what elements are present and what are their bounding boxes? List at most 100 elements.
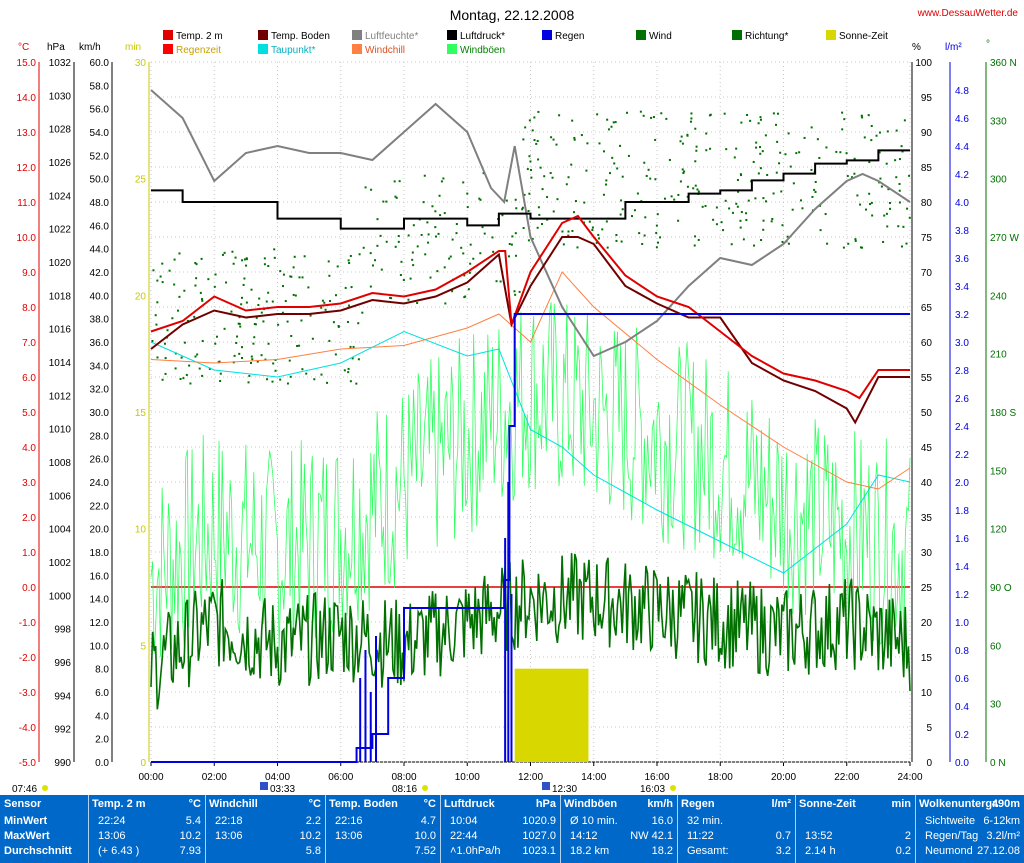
direction-dot bbox=[303, 255, 306, 258]
temp-tick-label: 5.0 bbox=[22, 408, 36, 419]
stats-row-value: 16.0 bbox=[651, 815, 673, 827]
direction-dot bbox=[248, 374, 251, 377]
direction-dot bbox=[551, 176, 554, 179]
temp-tick-label: -1.0 bbox=[19, 618, 37, 629]
direction-dot bbox=[250, 288, 253, 291]
stats-row-label: ˄1.0hPa/h bbox=[450, 845, 501, 857]
direction-dot bbox=[332, 321, 335, 324]
direction-dot bbox=[412, 264, 415, 267]
direction-dot bbox=[681, 168, 684, 171]
stats-separator bbox=[88, 795, 89, 863]
legend-swatch bbox=[258, 30, 268, 40]
stats-header: Temp. 2 m °C bbox=[92, 798, 201, 812]
weather-chart: Montag, 22.12.2008 www.DessauWetter.de T… bbox=[12, 7, 1020, 795]
direction-dot bbox=[735, 202, 738, 205]
direction-dot bbox=[571, 229, 574, 232]
direction-dot bbox=[668, 158, 671, 161]
direction-dot bbox=[898, 158, 901, 161]
rain-bar bbox=[364, 650, 367, 762]
stats-row-value: 0.2 bbox=[895, 845, 911, 857]
direction-dot bbox=[598, 142, 601, 145]
direction-dot bbox=[515, 207, 518, 210]
pressure-tick-label: 1020 bbox=[49, 258, 72, 269]
stats-row-value: 6-12km bbox=[983, 815, 1020, 827]
event-label: 08:16 bbox=[392, 784, 417, 795]
direction-dot bbox=[759, 118, 762, 121]
direction-dot bbox=[183, 289, 186, 292]
direction-dot bbox=[258, 297, 261, 300]
direction-dot bbox=[803, 136, 806, 139]
direction-dot bbox=[810, 168, 813, 171]
direction-dot bbox=[771, 217, 774, 220]
rain-bar bbox=[359, 678, 362, 762]
legend-swatch bbox=[352, 44, 362, 54]
wind-tick-label: 46.0 bbox=[90, 221, 110, 232]
direction-dot bbox=[334, 353, 337, 356]
direction-dot bbox=[747, 199, 750, 202]
direction-dot bbox=[501, 214, 504, 217]
direction-dot bbox=[379, 234, 382, 237]
direction-dot bbox=[813, 188, 816, 191]
direction-dot bbox=[620, 199, 623, 202]
direction-dot bbox=[529, 168, 532, 171]
stats-column: Temp. Boden °C 22:16 4.7 13:06 10.0 7.52 bbox=[325, 795, 440, 863]
direction-dot bbox=[305, 372, 308, 375]
direction-dot bbox=[407, 234, 410, 237]
temp-tick-label: 10.0 bbox=[17, 233, 37, 244]
direction-dot bbox=[219, 380, 222, 383]
direction-dot bbox=[654, 178, 657, 181]
direction-dot bbox=[195, 277, 198, 280]
direction-dot bbox=[885, 212, 888, 215]
direction-dot bbox=[731, 211, 734, 214]
temp-tick-label: 4.0 bbox=[22, 443, 36, 454]
event-label: 03:33 bbox=[270, 784, 295, 795]
temp-tick-label: 7.0 bbox=[22, 338, 36, 349]
temp-tick-label: -4.0 bbox=[19, 723, 37, 734]
direction-dot bbox=[853, 172, 856, 175]
direction-dot bbox=[660, 112, 663, 115]
direction-dot bbox=[241, 356, 244, 359]
direction-dot bbox=[745, 218, 748, 221]
legend-swatch bbox=[447, 30, 457, 40]
direction-dot bbox=[505, 199, 508, 202]
pressure-tick-label: 1026 bbox=[49, 158, 72, 169]
direction-dot bbox=[781, 240, 784, 243]
direction-dot bbox=[752, 160, 755, 163]
direction-dot bbox=[861, 246, 864, 249]
direction-dot bbox=[336, 265, 339, 268]
direction-dot bbox=[898, 182, 901, 185]
direction-dot bbox=[411, 258, 414, 261]
direction-dot bbox=[478, 197, 481, 200]
direction-dot bbox=[786, 235, 789, 238]
direction-dot bbox=[523, 193, 526, 196]
pressure-tick-label: 1024 bbox=[49, 191, 72, 202]
direction-dot bbox=[779, 151, 782, 154]
direction-dot bbox=[282, 285, 285, 288]
direction-dot bbox=[766, 173, 769, 176]
direction-dot bbox=[620, 240, 623, 243]
direction-dot bbox=[208, 367, 211, 370]
direction-dot bbox=[641, 242, 644, 245]
direction-dot bbox=[770, 220, 773, 223]
direction-dot bbox=[243, 277, 246, 280]
direction-dot bbox=[514, 293, 517, 296]
humidity-tick-label: 70 bbox=[921, 268, 933, 279]
stats-header: Sensor bbox=[4, 798, 84, 812]
direction-dot bbox=[186, 319, 189, 322]
direction-dot bbox=[260, 311, 263, 314]
direction-dot bbox=[164, 372, 167, 375]
direction-dot bbox=[254, 323, 257, 326]
direction-dot bbox=[194, 284, 197, 287]
direction-dot bbox=[189, 382, 192, 385]
direction-dot bbox=[762, 219, 765, 222]
direction-dot bbox=[633, 209, 636, 212]
pressure-tick-label: 1016 bbox=[49, 325, 72, 336]
wind-tick-label: 6.0 bbox=[95, 688, 109, 699]
direction-dot bbox=[903, 119, 906, 122]
stats-row: 2.14 h 0.2 bbox=[799, 845, 911, 858]
direction-dot bbox=[337, 325, 340, 328]
direction-unit: ° bbox=[986, 39, 990, 50]
direction-dot bbox=[826, 242, 829, 245]
direction-dot bbox=[462, 181, 465, 184]
direction-dot bbox=[185, 373, 188, 376]
